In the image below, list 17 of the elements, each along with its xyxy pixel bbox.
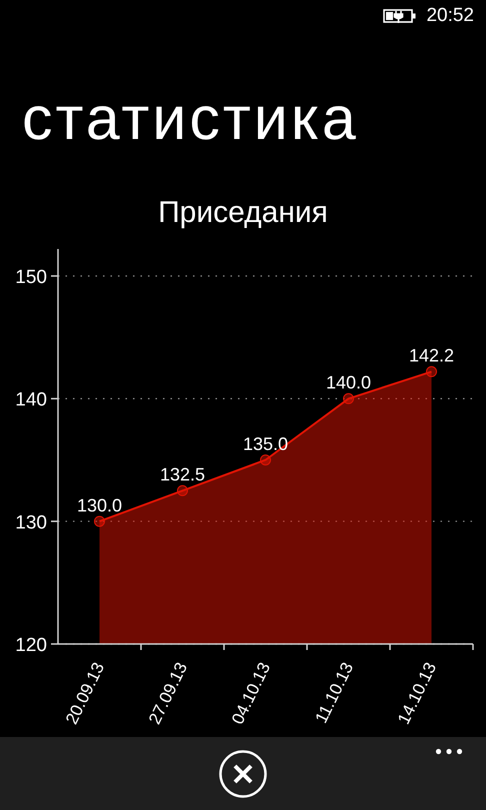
text: 20:52 (426, 5, 474, 27)
y-tick-label: 150 (15, 266, 47, 288)
y-tick-label: 130 (15, 512, 47, 534)
data-label: 130.0 (76, 495, 122, 516)
point (260, 454, 271, 466)
y-tick-label: 120 (15, 635, 47, 656)
y-tick-label: 140 (15, 390, 47, 411)
data-label: 140.0 (326, 372, 372, 393)
chart-title: Приседания (157, 195, 329, 231)
point (343, 393, 354, 404)
point (177, 485, 188, 496)
point (94, 516, 105, 527)
point (426, 366, 437, 378)
data-label: 142.2 (408, 346, 454, 366)
text: статистика (22, 83, 359, 153)
data-label: 135.0 (242, 434, 288, 454)
data-label: 132.5 (160, 464, 206, 485)
